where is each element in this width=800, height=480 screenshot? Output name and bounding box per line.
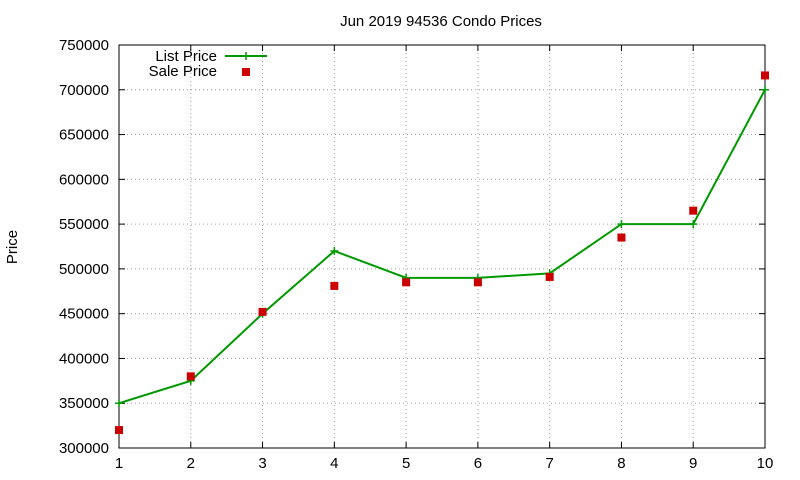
legend-marker-list-price xyxy=(242,52,250,60)
y-tick-label: 600000 xyxy=(59,171,109,188)
legend-label-sale-price: Sale Price xyxy=(149,63,217,80)
data-point-sale-price xyxy=(115,426,123,435)
y-tick-label: 400000 xyxy=(59,350,109,367)
legend: List Price Sale Price xyxy=(149,48,267,80)
y-axis-label: Price xyxy=(4,230,21,264)
series-line-list-price xyxy=(118,89,766,405)
x-tick-label: 3 xyxy=(258,455,266,472)
data-point-list-price xyxy=(115,399,123,408)
data-point-list-price xyxy=(689,220,698,229)
data-point-sale-price xyxy=(761,71,769,80)
y-tick-label: 700000 xyxy=(59,82,109,99)
data-point-sale-price xyxy=(473,278,482,287)
x-tick-label: 5 xyxy=(402,455,410,472)
axis-ticks: 300000 350000 400000 450000 500000 550000 6000… xyxy=(59,37,773,472)
y-tick-label: 750000 xyxy=(59,37,109,54)
data-point-sale-price xyxy=(186,372,195,381)
legend-marker-sale-price xyxy=(242,68,250,76)
x-tick-label: 8 xyxy=(617,455,625,472)
chart-title: Jun 2019 94536 Condo Prices xyxy=(340,13,542,30)
legend-square-marker xyxy=(242,68,250,76)
y-tick-label: 300000 xyxy=(59,440,109,457)
y-tick-label: 450000 xyxy=(59,306,109,323)
y-tick-label: 500000 xyxy=(59,261,109,278)
plot-frame xyxy=(118,44,766,449)
data-point-list-price xyxy=(330,246,339,255)
x-tick-label: 9 xyxy=(689,455,697,472)
series-layer xyxy=(115,71,769,435)
y-tick-label: 550000 xyxy=(59,216,109,233)
data-point-list-price xyxy=(617,220,626,229)
legend-plus-marker xyxy=(242,52,250,60)
data-point-list-price xyxy=(761,85,769,94)
data-point-sale-price xyxy=(402,278,411,287)
y-tick-label: 350000 xyxy=(59,395,109,412)
data-point-sale-price xyxy=(330,281,339,290)
grid xyxy=(119,45,765,448)
x-tick-label: 2 xyxy=(187,455,195,472)
x-tick-label: 4 xyxy=(330,455,338,472)
x-tick-label: 1 xyxy=(115,455,123,472)
data-point-sale-price xyxy=(617,233,626,242)
y-tick-label: 650000 xyxy=(59,127,109,144)
data-point-sale-price xyxy=(689,206,698,215)
legend-label-list-price: List Price xyxy=(155,48,217,65)
x-tick-label: 10 xyxy=(757,455,774,472)
data-point-sale-price xyxy=(545,272,554,281)
x-tick-label: 6 xyxy=(474,455,482,472)
x-tick-label: 7 xyxy=(545,455,553,472)
data-point-sale-price xyxy=(258,307,267,316)
